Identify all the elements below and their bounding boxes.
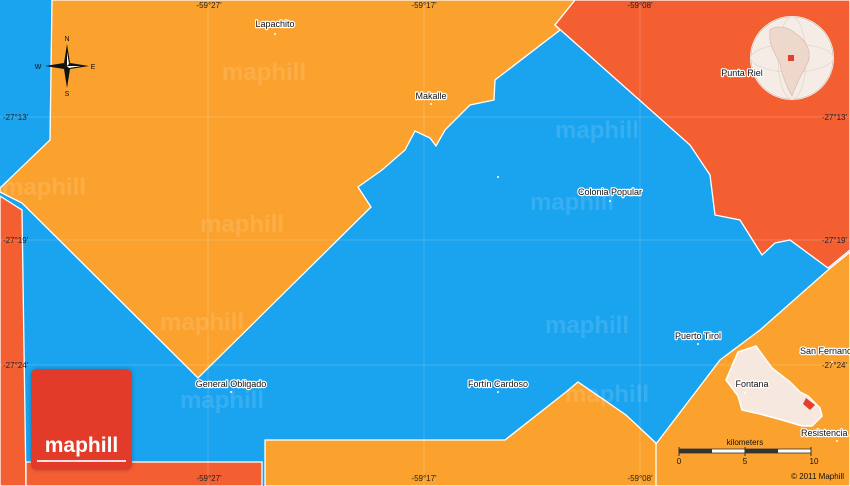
place-label-punta-riel: Punta Riel	[721, 68, 763, 78]
scale-tick: 5	[743, 457, 748, 466]
globe-locator-icon	[750, 16, 834, 100]
place-label-general-obligado: General Obligado	[196, 379, 267, 389]
place-label-fontana: Fontana	[735, 379, 768, 389]
watermark-text: maphill	[565, 381, 649, 408]
scale-tick: 10	[810, 457, 819, 466]
logo-text: maphill	[44, 434, 119, 457]
longitude-label-top: -59°17'	[411, 1, 437, 10]
latitude-label-left: -27°24'	[3, 361, 29, 370]
latitude-label-right: -27°13'	[822, 113, 848, 122]
longitude-label-bottom: -59°27'	[196, 474, 222, 483]
watermark-text: maphill	[545, 312, 629, 339]
place-label-lapachito: Lapachito	[255, 19, 294, 29]
orange-region-north	[0, 0, 576, 379]
compass-e: E	[91, 64, 96, 71]
watermarks: maphill maphill maphill maphill maphill …	[2, 59, 649, 414]
place-labels: Lapachito Makalle Punta Riel Colonia Pop…	[195, 18, 850, 439]
latitude-label-right: -27°24'	[822, 361, 848, 370]
place-label-puerto-tirol: Puerto Tirol	[675, 331, 721, 341]
watermark-text: maphill	[160, 309, 244, 336]
compass-s: S	[65, 91, 70, 98]
watermark-text: maphill	[222, 59, 306, 86]
scale-bar: kilometers 0 5 10	[677, 438, 819, 466]
longitude-label-top: -59°08'	[627, 1, 653, 10]
longitude-label-bottom: -59°17'	[411, 474, 437, 483]
watermark-text: maphill	[530, 189, 614, 216]
place-label-makalle: Makalle	[415, 91, 446, 101]
longitude-label-top: -59°27'	[196, 1, 222, 10]
red-region-west	[0, 195, 27, 486]
orange-region-southeast	[264, 251, 850, 486]
place-label-resistencia: Resistencia	[801, 428, 848, 438]
logo-icon[interactable]: maphill	[31, 369, 132, 470]
latitude-label-left: -27°13'	[3, 113, 29, 122]
region-locator-icon	[725, 345, 823, 427]
compass-w: W	[35, 64, 42, 71]
scale-title: kilometers	[727, 438, 763, 447]
place-label-san-fernando: San Fernando	[800, 346, 850, 356]
scale-tick: 0	[677, 457, 682, 466]
longitude-label-bottom: -59°08'	[627, 474, 653, 483]
coordinate-labels: -59°27' -59°17' -59°08' -59°27' -59°17' …	[3, 1, 847, 483]
watermark-text: maphill	[555, 117, 639, 144]
place-label-colonia-popular: Colonia Popular	[578, 187, 642, 197]
watermark-text: maphill	[2, 174, 86, 201]
latitude-label-right: -27°19'	[822, 236, 848, 245]
latitude-label-left: -27°19'	[3, 236, 29, 245]
watermark-text: maphill	[180, 387, 264, 414]
place-markers	[230, 33, 838, 442]
compass-n: N	[64, 36, 69, 43]
place-label-fortin-cardoso: Fortín Cardoso	[468, 379, 528, 389]
logo-underline	[37, 460, 126, 462]
compass-rose-icon: N S E W	[35, 36, 96, 98]
copyright-text: © 2011 Maphill	[791, 472, 844, 481]
watermark-text: maphill	[200, 211, 284, 238]
